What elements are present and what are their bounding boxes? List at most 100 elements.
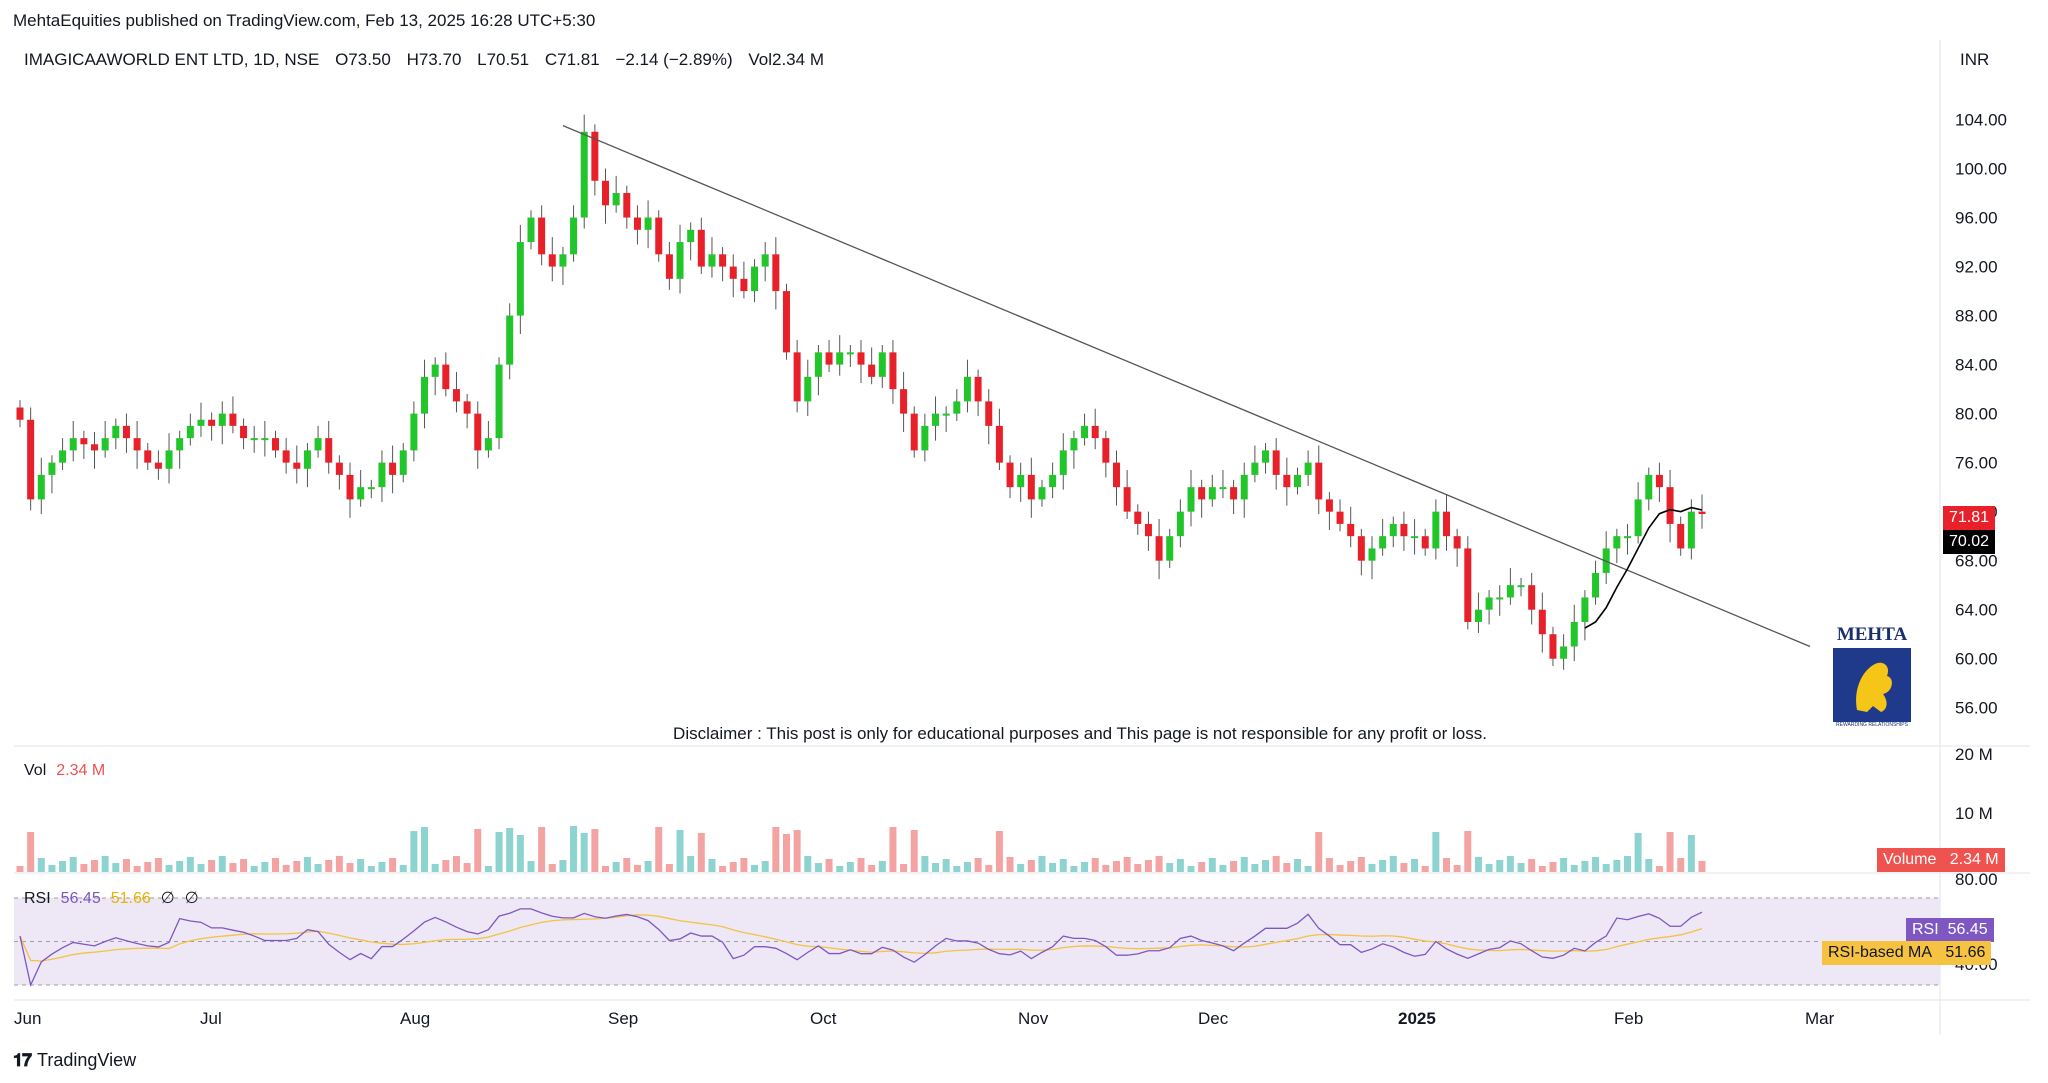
- volume-bar: [346, 863, 354, 872]
- mehta-logo-tagline: REWARDING RELATIONSHIPS: [1836, 722, 1908, 728]
- volume-bar: [591, 829, 599, 872]
- candle-body: [1698, 511, 1706, 514]
- volume-bar: [942, 859, 950, 872]
- volume-bar: [772, 827, 780, 872]
- volume-bar: [974, 858, 982, 872]
- volume-bar: [154, 858, 162, 872]
- candle-body: [974, 376, 982, 402]
- candlesticks: [16, 114, 1706, 670]
- mehta-logo-title: MEHTA: [1836, 624, 1908, 645]
- volume-bar: [1347, 861, 1355, 872]
- volume-bar: [1666, 832, 1674, 872]
- candle-body: [804, 376, 812, 402]
- volume-bar: [431, 864, 439, 872]
- volume-bar: [1315, 832, 1323, 872]
- hidden-icon-2[interactable]: ∅: [184, 890, 199, 907]
- candle-body: [1666, 487, 1674, 524]
- candle-body: [1474, 609, 1482, 622]
- volume-bar: [1283, 863, 1291, 872]
- candle-body: [623, 193, 631, 218]
- time-tick-label: Mar: [1805, 1009, 1835, 1028]
- candle-body: [1304, 462, 1312, 475]
- volume-bar: [1613, 860, 1621, 872]
- volume-bar: [452, 856, 460, 872]
- volume-bar: [1379, 860, 1387, 872]
- time-tick-label: Jun: [14, 1009, 41, 1028]
- volume-bar: [623, 858, 631, 872]
- volume-bar: [410, 831, 418, 872]
- candle-body: [814, 352, 822, 377]
- candle-body: [186, 425, 194, 439]
- volume-legend-value: 2.34 M: [56, 762, 106, 779]
- volume-bar: [484, 866, 492, 872]
- candle-body: [570, 217, 578, 255]
- volume-bar: [633, 865, 641, 872]
- candle-body: [793, 352, 801, 402]
- rsi-ma-tag-value: 51.66: [1945, 944, 1986, 961]
- candle-body: [240, 425, 248, 439]
- volume-bar: [506, 828, 514, 872]
- volume-legend-label: Vol: [24, 762, 47, 779]
- volume-bar: [708, 859, 716, 872]
- volume-bar: [793, 830, 801, 872]
- volume-bar: [133, 866, 141, 872]
- currency-label[interactable]: INR: [1960, 50, 1990, 69]
- volume-bar: [1059, 859, 1067, 872]
- volume-bar: [165, 865, 173, 872]
- volume-bar: [1698, 861, 1706, 872]
- footer-brand[interactable]: 𝟏𝟕 TradingView: [13, 1050, 136, 1071]
- volume-bar: [1187, 866, 1195, 872]
- volume-bar: [176, 861, 184, 872]
- candle-body: [1379, 536, 1387, 549]
- volume-bar: [442, 860, 450, 872]
- candle-body: [410, 413, 418, 451]
- volume-bar: [570, 826, 578, 872]
- candle-body: [1592, 572, 1600, 598]
- candle-body: [857, 352, 865, 365]
- ma-price-tag: 70.02: [1943, 530, 1996, 554]
- candle-body: [985, 401, 993, 426]
- volume-bar: [1091, 858, 1099, 872]
- volume-bar: [697, 833, 705, 872]
- volume-bar: [1176, 859, 1184, 872]
- candle-body: [1623, 536, 1631, 539]
- candle-body: [1432, 511, 1440, 549]
- candle-body: [1560, 646, 1568, 659]
- price-tick-label: 60.00: [1955, 650, 1998, 669]
- candle-body: [1102, 438, 1110, 463]
- volume-bar: [602, 866, 610, 872]
- candle-body: [1506, 585, 1514, 598]
- volume-bar: [1017, 864, 1025, 872]
- rsi-line: [19, 908, 1703, 988]
- hidden-icon[interactable]: ∅: [160, 890, 175, 907]
- volume-bar: [303, 857, 311, 872]
- candle-body: [900, 389, 908, 414]
- volume-bar: [250, 866, 258, 872]
- candle-body: [1017, 474, 1025, 488]
- volume-bar: [1602, 864, 1610, 872]
- volume-value: Vol2.34 M: [748, 50, 824, 69]
- candle-body: [37, 474, 45, 500]
- volume-bar: [27, 832, 35, 872]
- candle-body: [335, 462, 343, 475]
- volume-bar: [122, 859, 130, 872]
- candle-body: [1176, 511, 1184, 537]
- volume-bar: [1474, 857, 1482, 872]
- candle-body: [165, 450, 173, 469]
- high-value: H73.70: [406, 50, 462, 69]
- volume-bar: [389, 858, 397, 872]
- candle-body: [133, 438, 141, 451]
- volume-bar: [538, 827, 546, 872]
- rsi-band: [14, 897, 1940, 988]
- candle-body: [1240, 474, 1248, 500]
- candle-body: [665, 254, 673, 279]
- volume-bar: [516, 835, 524, 872]
- candle-body: [16, 407, 24, 420]
- volume-bar: [261, 862, 269, 872]
- volume-bar: [1400, 863, 1408, 872]
- rsi-tag-value: 56.45: [1947, 921, 1988, 938]
- volume-bar: [186, 857, 194, 872]
- symbol-name[interactable]: IMAGICAAWORLD ENT LTD, 1D, NSE: [24, 50, 320, 69]
- volume-bar: [900, 864, 908, 872]
